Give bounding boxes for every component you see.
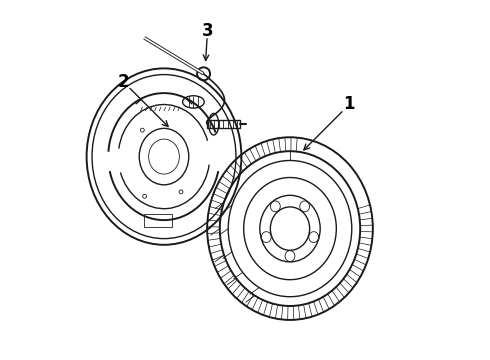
Bar: [207, 120, 240, 128]
Bar: [144, 214, 172, 227]
Text: 1: 1: [343, 95, 355, 113]
Text: 3: 3: [201, 22, 213, 40]
Text: 2: 2: [118, 73, 129, 91]
